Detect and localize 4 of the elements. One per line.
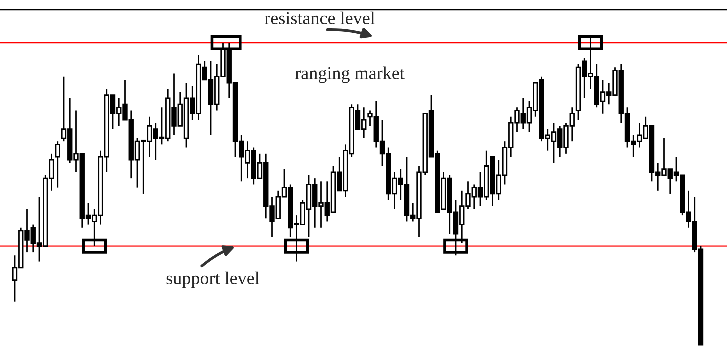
ref-line-label: resistance level	[264, 12, 376, 25]
annotation: ranging market	[295, 66, 405, 84]
ref-line-label: support level	[166, 272, 260, 288]
candlestick	[55, 140, 60, 189]
